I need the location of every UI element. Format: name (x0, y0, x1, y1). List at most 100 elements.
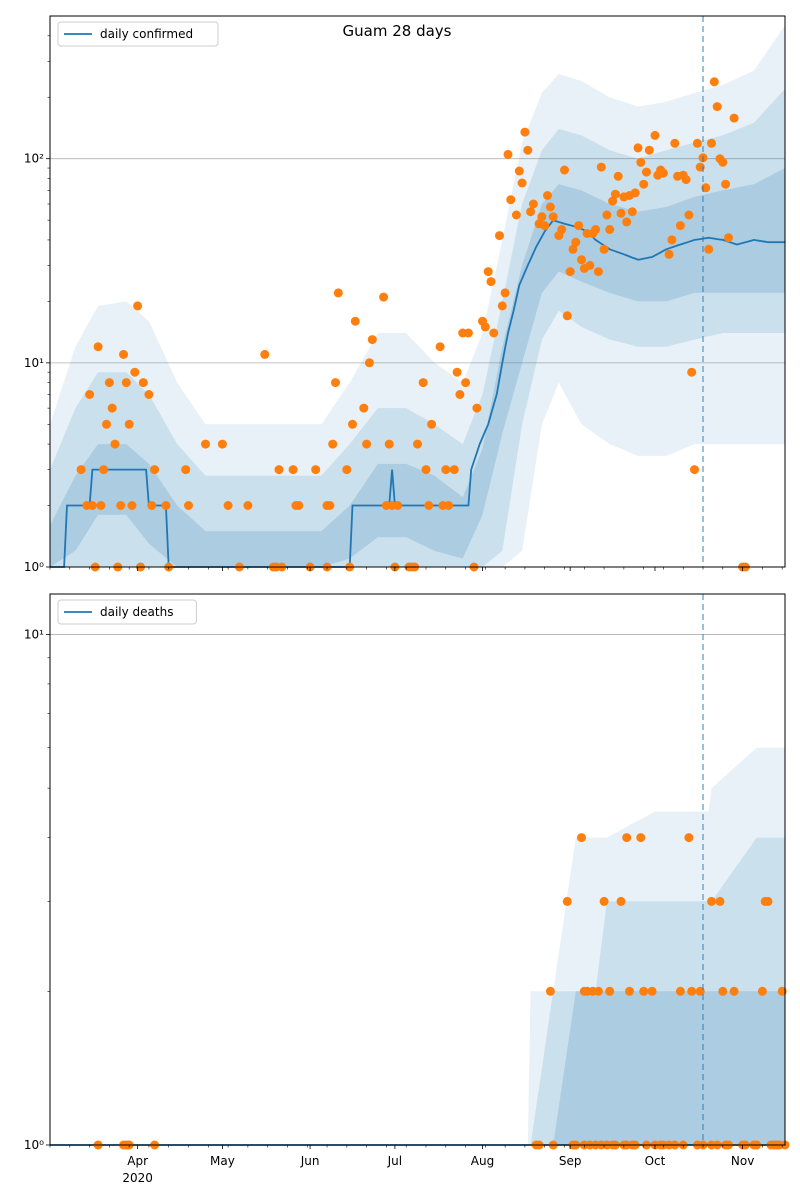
data-point (724, 233, 733, 243)
data-point (110, 439, 120, 449)
legend-label-confirmed: daily confirmed (100, 27, 193, 41)
data-point (520, 127, 530, 137)
data-point (571, 237, 581, 247)
data-point (124, 419, 134, 429)
uncertainty-band-deaths (527, 991, 785, 1145)
data-point (325, 501, 335, 510)
data-point (608, 196, 618, 206)
data-point (503, 149, 513, 159)
data-point (647, 986, 657, 996)
data-point (664, 249, 674, 259)
data-point (107, 403, 117, 413)
data-point (348, 419, 357, 429)
data-point (704, 244, 714, 254)
data-point (622, 217, 632, 227)
x-tick-label: Oct (645, 1154, 666, 1168)
data-point (605, 225, 615, 234)
y-tick-label: 10⁰ (24, 560, 44, 574)
data-point (472, 403, 482, 413)
data-point (181, 465, 191, 475)
data-point (639, 986, 649, 996)
data-point (616, 896, 626, 906)
data-point (102, 419, 111, 429)
data-point (537, 212, 547, 222)
plot-frame-confirmed (49, 15, 786, 568)
data-point (670, 138, 680, 148)
data-point (161, 501, 171, 510)
data-point (121, 378, 131, 388)
data-point (577, 833, 586, 843)
data-point (528, 199, 538, 209)
chart-title: Guam 28 days (343, 22, 452, 40)
data-point (681, 175, 691, 185)
data-point (526, 207, 536, 217)
uncertainty-band-confirmed (50, 168, 785, 567)
data-point (630, 188, 640, 198)
x-tick-label: Jun (300, 1154, 320, 1168)
y-tick-label: 10² (24, 152, 44, 166)
x-tick-label: Sep (559, 1154, 582, 1168)
data-point (294, 501, 304, 510)
data-point (625, 986, 634, 996)
data-point (712, 102, 722, 112)
data-point (217, 439, 227, 449)
data-point (96, 501, 106, 510)
data-point (613, 171, 623, 181)
data-point (718, 986, 728, 996)
data-point (729, 986, 739, 996)
data-point (545, 986, 555, 996)
data-point (636, 157, 646, 167)
x-tick-label: Jul (387, 1154, 402, 1168)
data-point (545, 202, 555, 212)
data-point (506, 195, 516, 205)
data-point (486, 277, 496, 287)
data-point (418, 378, 428, 388)
y-tick-label: 10⁰ (24, 1138, 44, 1152)
data-point (602, 210, 612, 220)
data-point (517, 178, 527, 188)
data-point (455, 390, 465, 399)
data-point (119, 349, 128, 359)
data-point (104, 378, 114, 388)
data-point (639, 179, 649, 189)
data-point (707, 896, 716, 906)
data-point (144, 390, 154, 399)
data-point (777, 986, 787, 996)
data-point (514, 166, 524, 176)
data-point (489, 328, 499, 338)
legend-box (57, 599, 197, 625)
data-point (483, 267, 493, 277)
data-point (452, 367, 462, 377)
data-point (461, 378, 471, 388)
data-point (130, 367, 140, 377)
data-point (675, 221, 685, 231)
data-point (288, 465, 298, 475)
data-point (675, 986, 685, 996)
uncertainty-band-confirmed (50, 88, 785, 568)
data-point (715, 896, 725, 906)
x-tick-label: Nov (731, 1154, 754, 1168)
data-point (721, 179, 731, 189)
data-point (497, 301, 507, 311)
data-point (610, 189, 620, 199)
data-point (359, 403, 369, 413)
data-point (650, 130, 660, 140)
data-point (99, 465, 109, 475)
y-tick-label: 10¹ (24, 356, 44, 370)
data-point (596, 162, 606, 172)
plot-frame-deaths (49, 593, 786, 1146)
x-tick-label: May (210, 1154, 235, 1168)
data-point (565, 267, 575, 277)
data-point (147, 501, 157, 510)
data-point (441, 465, 451, 475)
data-point (449, 465, 459, 475)
data-point (599, 896, 609, 906)
data-point (331, 378, 340, 388)
data-point (687, 367, 697, 377)
data-point (667, 235, 677, 245)
data-point (616, 208, 626, 218)
data-point (548, 212, 558, 222)
y-tick-label: 10¹ (24, 627, 44, 641)
data-point (593, 986, 603, 996)
data-point (116, 501, 126, 510)
